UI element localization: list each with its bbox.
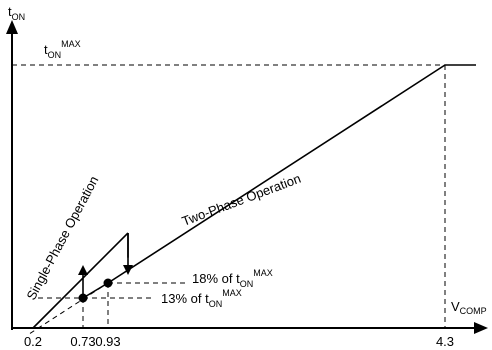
annotation-13pct-sup: MAX — [222, 288, 242, 298]
x-axis-label-main: V — [451, 299, 460, 314]
x-tick-label: 0.93 — [95, 334, 120, 349]
two-phase-extension — [29, 282, 109, 334]
x-tick-label: 0.73 — [70, 334, 95, 349]
annotation-13pct: 13% of tONMAX — [161, 288, 242, 309]
annotation-18pct-sup: MAX — [253, 268, 273, 278]
x-tick-label: 4.3 — [436, 334, 454, 349]
series-label-two-phase: Two-Phase Operation — [180, 171, 303, 229]
annotation-13pct-sub: ON — [209, 299, 223, 309]
y-axis-label: tON — [8, 4, 25, 22]
y-axis-label-main: t — [8, 4, 12, 19]
annotation-13pct-text: 13% of t — [161, 291, 209, 306]
x-axis-arrow-icon — [474, 322, 488, 334]
point-18pct — [103, 278, 113, 288]
transition-connector — [82, 282, 109, 299]
point-13pct — [78, 293, 88, 303]
two-phase-line — [107, 64, 476, 284]
tmax-label-sub: ON — [48, 50, 62, 60]
series-lines — [32, 64, 476, 329]
tmax-label: tONMAX — [44, 39, 81, 60]
annotation-18pct: 18% of tONMAX — [192, 268, 273, 289]
y-axis-label-sub: ON — [12, 12, 26, 22]
operating-points — [78, 278, 113, 303]
guide-lines — [12, 64, 446, 334]
tmax-label-sup: MAX — [61, 39, 81, 49]
transition-arrows — [78, 233, 133, 299]
x-axis-label-sub: COMP — [460, 306, 487, 316]
x-axis-label: VCOMP — [451, 299, 487, 316]
tmax-label-main: t — [44, 42, 48, 57]
x-tick-labels: 0.2 0.73 0.93 4.3 — [24, 334, 454, 349]
annotation-18pct-sub: ON — [240, 279, 254, 289]
x-tick-label: 0.2 — [24, 334, 42, 349]
y-axis-arrow-icon — [6, 20, 18, 34]
series-label-single-phase: Single-Phase Operation — [23, 173, 101, 302]
single-phase-line — [32, 232, 129, 329]
annotation-18pct-text: 18% of t — [192, 271, 240, 286]
